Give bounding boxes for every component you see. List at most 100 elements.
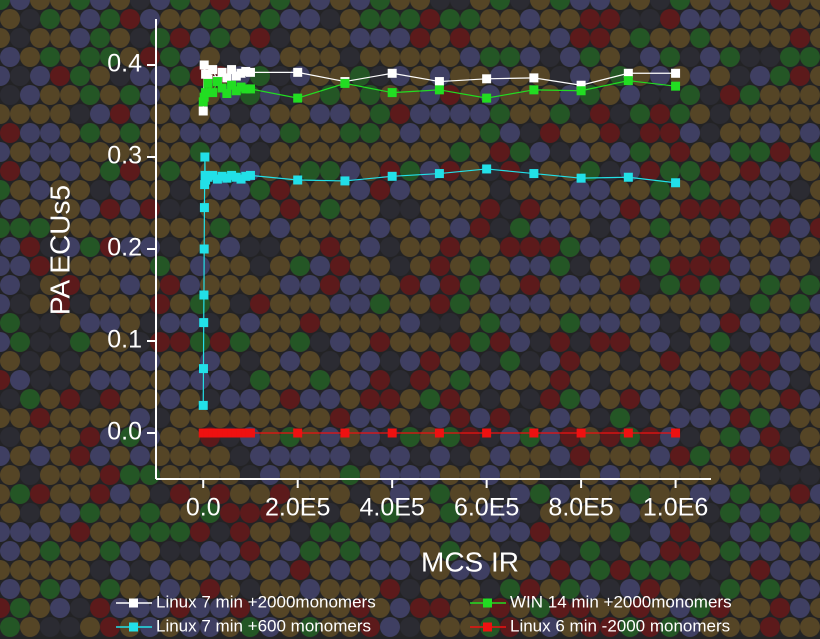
marker (201, 69, 211, 79)
sphere (250, 370, 270, 390)
sphere (790, 446, 810, 466)
sphere (170, 294, 190, 314)
sphere (760, 351, 780, 371)
sphere (430, 560, 450, 580)
sphere (650, 484, 670, 504)
sphere (180, 503, 200, 523)
sphere (80, 389, 100, 409)
sphere (220, 503, 240, 523)
sphere (260, 351, 280, 371)
sphere (60, 275, 80, 295)
sphere (710, 180, 730, 200)
sphere (580, 123, 600, 143)
sphere (570, 180, 590, 200)
sphere (240, 503, 260, 523)
sphere (700, 579, 720, 599)
sphere (480, 579, 500, 599)
sphere (790, 484, 810, 504)
sphere (260, 503, 280, 523)
sphere (390, 28, 410, 48)
sphere (660, 313, 680, 333)
sphere (310, 104, 330, 124)
sphere (360, 427, 380, 447)
sphere (90, 560, 110, 580)
sphere (280, 275, 300, 295)
sphere (290, 142, 310, 162)
sphere (690, 180, 710, 200)
sphere (370, 104, 390, 124)
marker (241, 171, 251, 181)
sphere (790, 0, 810, 10)
sphere (420, 313, 440, 333)
sphere (490, 484, 510, 504)
sphere (110, 104, 130, 124)
sphere (240, 237, 260, 257)
sphere (590, 256, 610, 276)
sphere (630, 256, 650, 276)
sphere (350, 560, 370, 580)
marker (576, 86, 586, 96)
sphere (70, 142, 90, 162)
sphere (320, 351, 340, 371)
sphere (40, 9, 60, 29)
marker (231, 428, 241, 438)
sphere (100, 427, 120, 447)
sphere (80, 123, 100, 143)
sphere (740, 351, 760, 371)
sphere (710, 218, 730, 238)
sphere (130, 522, 150, 542)
sphere (490, 560, 510, 580)
sphere (20, 503, 40, 523)
sphere (780, 465, 800, 485)
sphere (80, 503, 100, 523)
sphere (290, 104, 310, 124)
sphere (410, 294, 430, 314)
marker (199, 244, 209, 254)
marker (340, 78, 350, 88)
sphere (410, 446, 430, 466)
sphere (510, 522, 530, 542)
sphere (550, 104, 570, 124)
legend-label: Linux 6 min -2000 monomers (510, 616, 730, 635)
sphere (800, 123, 820, 143)
sphere (300, 541, 320, 561)
sphere (210, 446, 230, 466)
sphere (570, 370, 590, 390)
sphere (180, 313, 200, 333)
sphere (760, 9, 780, 29)
sphere (0, 0, 10, 10)
sphere (90, 484, 110, 504)
marker (198, 106, 208, 116)
sphere (420, 503, 440, 523)
sphere (720, 541, 740, 561)
sphere (450, 0, 470, 10)
sphere (780, 503, 800, 523)
sphere (770, 104, 790, 124)
marker (208, 88, 218, 98)
sphere (620, 389, 640, 409)
sphere (450, 142, 470, 162)
sphere (300, 199, 320, 219)
sphere (390, 218, 410, 238)
sphere (60, 237, 80, 257)
sphere (750, 408, 770, 428)
sphere (60, 199, 80, 219)
sphere (810, 370, 820, 390)
sphere (610, 294, 630, 314)
sphere (720, 313, 740, 333)
sphere (640, 579, 660, 599)
sphere (700, 351, 720, 371)
sphere (690, 28, 710, 48)
sphere (160, 579, 180, 599)
sphere (290, 28, 310, 48)
sphere (780, 47, 800, 67)
sphere (220, 123, 240, 143)
sphere (780, 351, 800, 371)
sphere (110, 66, 130, 86)
sphere (700, 541, 720, 561)
sphere (300, 351, 320, 371)
sphere (360, 617, 380, 637)
sphere (530, 218, 550, 238)
marker (212, 428, 222, 438)
sphere (520, 617, 540, 637)
